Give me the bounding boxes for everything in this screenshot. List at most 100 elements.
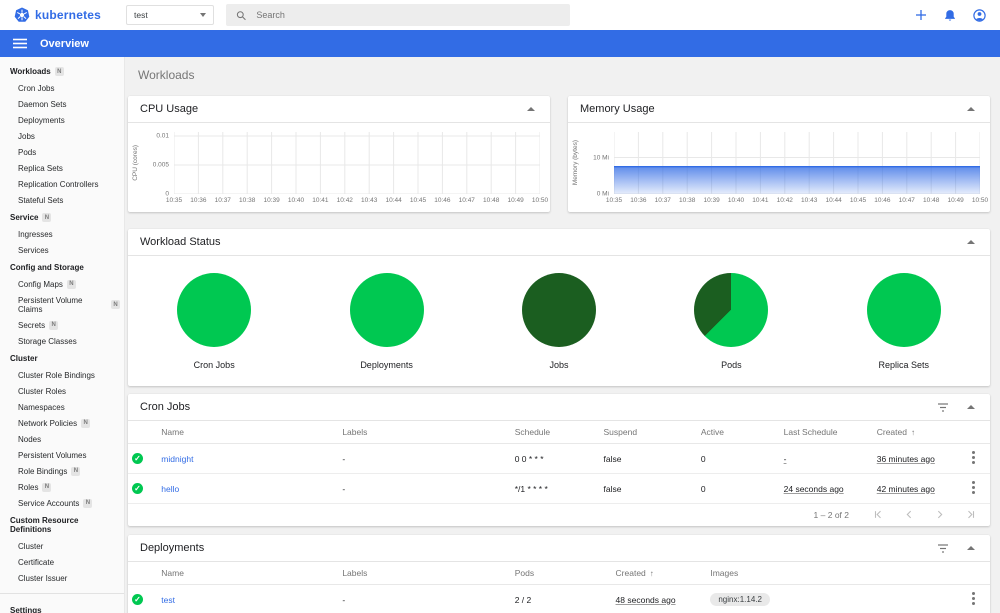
first-page-icon[interactable] (873, 509, 883, 520)
pie-label: Jobs (549, 360, 569, 370)
sidebar-item-storage-classes[interactable]: Storage Classes (0, 333, 124, 349)
sidebar-item-network-policies[interactable]: Network Policies N (0, 415, 124, 431)
collapse-card-button[interactable] (964, 235, 978, 249)
sidebar-item-services[interactable]: Services (0, 242, 124, 258)
namespace-selector[interactable]: test (126, 5, 214, 25)
y-axis-tick: 10 Mi (593, 154, 609, 162)
sidebar-item-pods[interactable]: Pods (0, 144, 124, 160)
sidebar-item-persistent-volume-claims[interactable]: Persistent Volume Claims N (0, 292, 124, 317)
next-page-icon[interactable] (935, 509, 945, 520)
column-header-labels[interactable]: Labels (338, 562, 511, 585)
sidebar-item-config-maps[interactable]: Config Maps N (0, 276, 124, 292)
sidebar-item-jobs[interactable]: Jobs (0, 128, 124, 144)
menu-toggle-button[interactable] (13, 38, 27, 49)
column-header-suspend[interactable]: Suspend (599, 421, 697, 444)
cell-created: 42 minutes ago (872, 473, 966, 504)
column-header-empty (965, 421, 990, 444)
collapse-card-button[interactable] (964, 400, 978, 414)
status-ok-icon: ✓ (132, 594, 143, 605)
row-menu-button[interactable] (971, 456, 975, 459)
cpu-usage-chart: CPU (cores) 0 0.005 0.01 10:35 10:36 10:37 10:3… (128, 123, 550, 211)
sidebar-item-label: Secrets (18, 320, 46, 330)
namespaced-badge: N (81, 418, 91, 428)
cell-images: nginx:1.14.2 (706, 584, 966, 613)
sidebar-item-settings[interactable]: Settings (0, 601, 124, 613)
sidebar-item-cluster-roles[interactable]: Cluster Roles (0, 383, 124, 399)
sidebar-item-label: Role Bindings (18, 466, 68, 476)
sidebar-item-replication-controllers[interactable]: Replication Controllers (0, 176, 124, 192)
sidebar-item-stateful-sets[interactable]: Stateful Sets (0, 192, 124, 208)
cell-name: test (157, 584, 339, 613)
column-header-created[interactable]: Created ↑ (872, 421, 966, 444)
column-header-labels[interactable]: Labels (338, 421, 511, 444)
sidebar-item-cluster[interactable]: Cluster (0, 538, 124, 554)
sidebar-divider (0, 593, 124, 594)
sidebar-item-ingresses[interactable]: Ingresses (0, 226, 124, 242)
collapse-card-button[interactable] (964, 541, 978, 555)
bell-icon (945, 9, 955, 21)
collapse-card-button[interactable] (964, 102, 978, 116)
collapse-card-button[interactable] (524, 102, 538, 116)
x-axis-tick: 10:48 (483, 197, 500, 204)
sidebar-section-service[interactable]: Service N (0, 208, 124, 226)
sidebar-section-custom-resource-definitions[interactable]: Custom Resource Definitions (0, 511, 124, 538)
sidebar-item-roles[interactable]: Roles N (0, 479, 124, 495)
sidebar-section-label: Config and Storage (10, 263, 84, 272)
sidebar-item-service-accounts[interactable]: Service Accounts N (0, 495, 124, 511)
search-input[interactable] (256, 10, 560, 20)
sidebar-section-config-and-storage[interactable]: Config and Storage (0, 258, 124, 276)
row-menu-button[interactable] (971, 486, 975, 489)
user-menu-button[interactable] (973, 8, 986, 22)
test-link[interactable]: test (161, 594, 175, 605)
topbar: kubernetes test (0, 0, 1000, 30)
workload-status-jobs: Jobs (473, 273, 645, 370)
status-ok-icon: ✓ (132, 483, 143, 494)
sidebar-item-secrets[interactable]: Secrets N (0, 317, 124, 333)
sidebar-item-role-bindings[interactable]: Role Bindings N (0, 463, 124, 479)
memory-usage-card: Memory Usage Memory (bytes) 0 Mi 10 Mi 10:3… (568, 96, 990, 212)
cell-menu (965, 443, 990, 474)
last-page-icon[interactable] (966, 509, 976, 520)
namespaced-badge: N (54, 67, 64, 76)
sidebar-item-persistent-volumes[interactable]: Persistent Volumes (0, 447, 124, 463)
sidebar-item-nodes[interactable]: Nodes (0, 431, 124, 447)
sidebar-item-deployments[interactable]: Deployments (0, 112, 124, 128)
pie-chart (521, 273, 596, 347)
kubernetes-logo[interactable]: kubernetes (14, 7, 126, 23)
search-bar[interactable] (226, 4, 570, 26)
column-header-created[interactable]: Created ↑ (611, 562, 707, 585)
hello-link[interactable]: hello (161, 483, 180, 494)
sidebar-item-label: Nodes (18, 434, 42, 444)
sidebar-section-cluster[interactable]: Cluster (0, 349, 124, 367)
column-header-schedule[interactable]: Schedule (510, 421, 600, 444)
sidebar-item-label: Jobs (18, 131, 35, 141)
column-header-pods[interactable]: Pods (510, 562, 612, 585)
sidebar-item-namespaces[interactable]: Namespaces (0, 399, 124, 415)
sidebar-section-workloads[interactable]: Workloads N (0, 62, 124, 80)
column-header-name[interactable]: Name (157, 421, 339, 444)
sidebar-item-daemon-sets[interactable]: Daemon Sets (0, 96, 124, 112)
pie-chart (694, 273, 769, 347)
midnight-link[interactable]: midnight (161, 453, 194, 464)
page-title: Workloads (138, 68, 195, 82)
notifications-button[interactable] (944, 9, 956, 22)
sidebar-item-certificate[interactable]: Certificate (0, 554, 124, 570)
column-header-name[interactable]: Name (157, 562, 339, 585)
sidebar-item-replica-sets[interactable]: Replica Sets (0, 160, 124, 176)
sidebar-item-cluster-issuer[interactable]: Cluster Issuer (0, 570, 124, 586)
column-header-active[interactable]: Active (696, 421, 780, 444)
create-resource-button[interactable] (915, 9, 927, 21)
previous-page-icon[interactable] (904, 509, 914, 520)
sidebar-item-cluster-role-bindings[interactable]: Cluster Role Bindings (0, 367, 124, 383)
filter-button[interactable] (936, 400, 950, 414)
filter-button[interactable] (936, 541, 950, 555)
column-header-images[interactable]: Images (706, 562, 966, 585)
pie-label: Cron Jobs (193, 360, 235, 370)
cell-name: hello (157, 473, 339, 504)
sidebar-section-label: Custom Resource Definitions (10, 516, 79, 534)
sidebar-item-label: Pods (18, 147, 37, 157)
sidebar-item-cron-jobs[interactable]: Cron Jobs (0, 80, 124, 96)
column-header-last-schedule[interactable]: Last Schedule (779, 421, 873, 444)
row-menu-button[interactable] (971, 597, 975, 600)
